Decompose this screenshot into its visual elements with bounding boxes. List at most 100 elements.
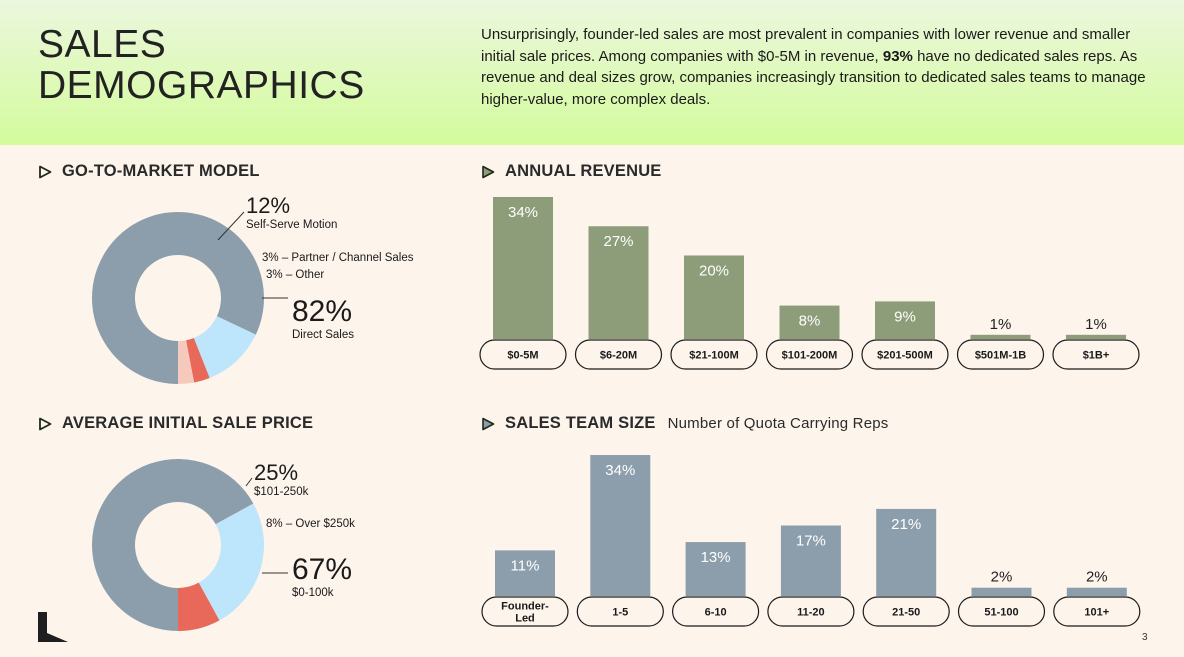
- team-bar-21-50: [876, 508, 937, 596]
- gtm-selfserve-label: Self-Serve Motion: [246, 219, 338, 231]
- section-title-price-label: AVERAGE INITIAL SALE PRICE: [62, 414, 314, 432]
- play-filled-icon: [482, 417, 495, 430]
- price-low-pct: 67%: [292, 553, 353, 586]
- section-title-team-label: SALES TEAM SIZE: [505, 414, 656, 432]
- price-donut-slice-0-100k: [92, 459, 254, 631]
- team-tick-pill: [957, 596, 1046, 627]
- revenue-tick-label: $6-20M: [600, 350, 637, 362]
- revenue-data-label: 8%: [799, 313, 821, 330]
- play-filled-icon: [482, 165, 495, 178]
- revenue-tick-pill: [1052, 339, 1140, 370]
- revenue-bar-21-100m: [684, 255, 744, 339]
- revenue-tick-pill: [670, 339, 758, 370]
- revenue-bar-101-200m: [779, 305, 840, 339]
- price-donut-slice-101-250k: [198, 503, 264, 621]
- revenue-bar-501m-1b: [970, 334, 1031, 339]
- revenue-tick-label: $501M-1B: [975, 350, 1026, 362]
- section-title-revenue: ANNUAL REVENUE: [481, 162, 662, 181]
- team-tick-label: Led: [515, 613, 535, 625]
- page-number: 3: [1142, 632, 1148, 643]
- intro-text-pre: Unsurprisingly, founder-led sales are mo…: [481, 26, 1131, 65]
- gtm-other-annotation: 3% – Other: [266, 268, 324, 282]
- team-tick-pill: [576, 596, 664, 627]
- gtm-donut-slice-partner-channel-sales: [186, 337, 210, 383]
- team-data-label: 2%: [1086, 569, 1108, 586]
- price-mid-annotation: 25% $101-250k: [254, 461, 308, 499]
- team-tick-label: 21-50: [892, 607, 920, 619]
- gtm-partner-label: 3% – Partner / Channel Sales: [262, 252, 414, 264]
- revenue-tick-pill: [479, 339, 567, 370]
- gtm-other-label: 3% – Other: [266, 269, 325, 281]
- team-tick-label: 6-10: [705, 607, 727, 619]
- page-title: SALES DEMOGRAPHICS: [38, 24, 365, 106]
- gtm-selfserve-pct: 12%: [246, 193, 291, 218]
- play-outline-icon: [39, 417, 52, 430]
- team-bar-founder-led: [495, 550, 555, 596]
- team-tick-pill: [671, 596, 760, 627]
- revenue-bar-0-5m: [493, 197, 553, 339]
- team-bar-101: [1066, 587, 1127, 596]
- section-title-price: AVERAGE INITIAL SALE PRICE: [38, 414, 313, 433]
- team-tick-pill: [1053, 596, 1141, 627]
- team-data-label: 34%: [605, 462, 635, 479]
- revenue-data-label: 20%: [699, 262, 729, 279]
- price-mid-pct: 25%: [254, 460, 299, 485]
- gtm-donut-slice-direct-sales: [91, 212, 264, 384]
- revenue-tick-label: $1B+: [1083, 350, 1110, 362]
- intro-text-bold: 93%: [882, 47, 913, 65]
- revenue-data-label: 27%: [603, 233, 633, 250]
- gtm-donut-slice-other: [178, 340, 195, 384]
- team-tick-pill: [862, 596, 950, 627]
- gtm-donut-slice-self-serve-motion: [193, 316, 256, 378]
- team-bar-6-10: [685, 542, 746, 596]
- revenue-tick-label: $0-5M: [507, 350, 538, 362]
- team-data-label: 21%: [891, 516, 921, 533]
- revenue-tick-label: $201-500M: [877, 350, 933, 362]
- team-tick-label: 51-100: [984, 607, 1018, 619]
- section-title-gtm-label: GO-TO-MARKET MODEL: [62, 162, 260, 180]
- team-data-label: 11%: [511, 557, 540, 574]
- gtm-selfserve-annotation: 12% Self-Serve Motion: [246, 194, 337, 232]
- price-low-annotation: 67% $0-100k: [292, 554, 352, 600]
- team-tick-label: 1-5: [612, 607, 628, 619]
- revenue-data-label: 1%: [990, 316, 1012, 333]
- revenue-tick-pill: [956, 339, 1045, 370]
- intro-text-post: have no dedicated sales reps. As revenue…: [481, 47, 1146, 108]
- revenue-bar-201-500m: [875, 301, 935, 339]
- gtm-direct-annotation: 82% Direct Sales: [292, 296, 354, 342]
- revenue-data-label: 9%: [894, 308, 916, 325]
- section-title-revenue-label: ANNUAL REVENUE: [505, 162, 662, 180]
- revenue-data-label: 1%: [1085, 316, 1107, 333]
- revenue-tick-pill: [861, 339, 949, 370]
- gtm-selfserve-leader: [217, 211, 245, 241]
- team-tick-label: Founder-: [501, 601, 549, 613]
- play-outline-icon: [39, 165, 52, 178]
- section-title-team: SALES TEAM SIZE Number of Quota Carrying…: [481, 414, 889, 433]
- team-tick-pill: [481, 596, 569, 627]
- gtm-partner-annotation: 3% – Partner / Channel Sales: [262, 251, 414, 265]
- price-mid-label: $101-250k: [254, 486, 309, 498]
- team-data-label: 13%: [701, 549, 731, 566]
- page-title-line2: DEMOGRAPHICS: [38, 64, 365, 107]
- intro-paragraph: Unsurprisingly, founder-led sales are mo…: [481, 24, 1161, 110]
- revenue-tick-pill: [765, 339, 854, 370]
- team-data-label: 17%: [796, 533, 826, 550]
- header-banner: SALES DEMOGRAPHICS Unsurprisingly, found…: [0, 0, 1184, 145]
- team-bar-11-20: [780, 525, 841, 596]
- revenue-bar-6-20m: [588, 226, 649, 339]
- revenue-tick-label: $21-100M: [689, 350, 739, 362]
- team-bar-1-5: [590, 455, 651, 596]
- revenue-data-label: 34%: [508, 204, 538, 221]
- revenue-tick-pill: [574, 339, 663, 370]
- team-tick-label: 101+: [1084, 607, 1109, 619]
- price-low-label: $0-100k: [292, 587, 334, 599]
- price-over-label: 8% – Over $250k: [266, 518, 355, 530]
- revenue-tick-label: $101-200M: [782, 350, 838, 362]
- team-bar-51-100: [971, 587, 1032, 596]
- section-subtitle-team: Number of Quota Carrying Reps: [667, 415, 889, 432]
- brand-logo: [38, 612, 68, 642]
- revenue-bar-1b: [1066, 334, 1126, 339]
- team-tick-label: 11-20: [797, 607, 825, 619]
- team-tick-pill: [767, 596, 855, 627]
- page-title-line1: SALES: [38, 23, 167, 66]
